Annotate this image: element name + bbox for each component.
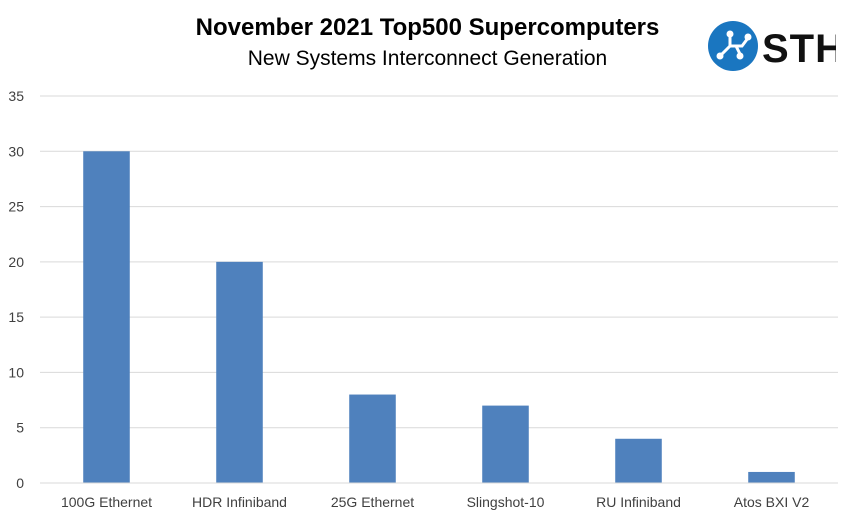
sth-logo: STH	[708, 21, 836, 71]
y-tick-label: 35	[8, 88, 24, 104]
x-tick-label: Slingshot-10	[467, 494, 545, 510]
bar	[748, 471, 795, 483]
x-tick-label: RU Infiniband	[596, 494, 681, 510]
x-tick-label: 100G Ethernet	[61, 494, 152, 510]
y-tick-label: 5	[16, 420, 24, 436]
bars	[83, 151, 795, 484]
logo-text: STH	[762, 27, 836, 71]
y-tick-label: 0	[16, 475, 24, 491]
y-tick-label: 30	[8, 143, 24, 159]
x-tick-label: 25G Ethernet	[331, 494, 414, 510]
circuit-logo-icon	[708, 21, 758, 71]
y-axis-ticks: 0 5 10 15 20 25 30 35	[8, 88, 24, 491]
x-axis-ticks: 100G Ethernet HDR Infiniband 25G Ethernet S…	[61, 494, 809, 510]
x-tick-label: Atos BXI V2	[734, 494, 810, 510]
y-tick-label: 10	[8, 364, 24, 380]
chart-subtitle: New Systems Interconnect Generation	[247, 47, 608, 70]
bar	[349, 394, 396, 483]
grid-lines	[40, 95, 838, 429]
y-tick-label: 15	[8, 309, 24, 325]
bar	[482, 405, 529, 483]
bar	[83, 151, 130, 484]
bar	[216, 261, 263, 483]
y-tick-label: 25	[8, 199, 24, 215]
bar	[615, 438, 662, 483]
x-tick-label: HDR Infiniband	[192, 494, 287, 510]
y-tick-label: 20	[8, 254, 24, 270]
chart-title: November 2021 Top500 Supercomputers	[195, 14, 660, 41]
